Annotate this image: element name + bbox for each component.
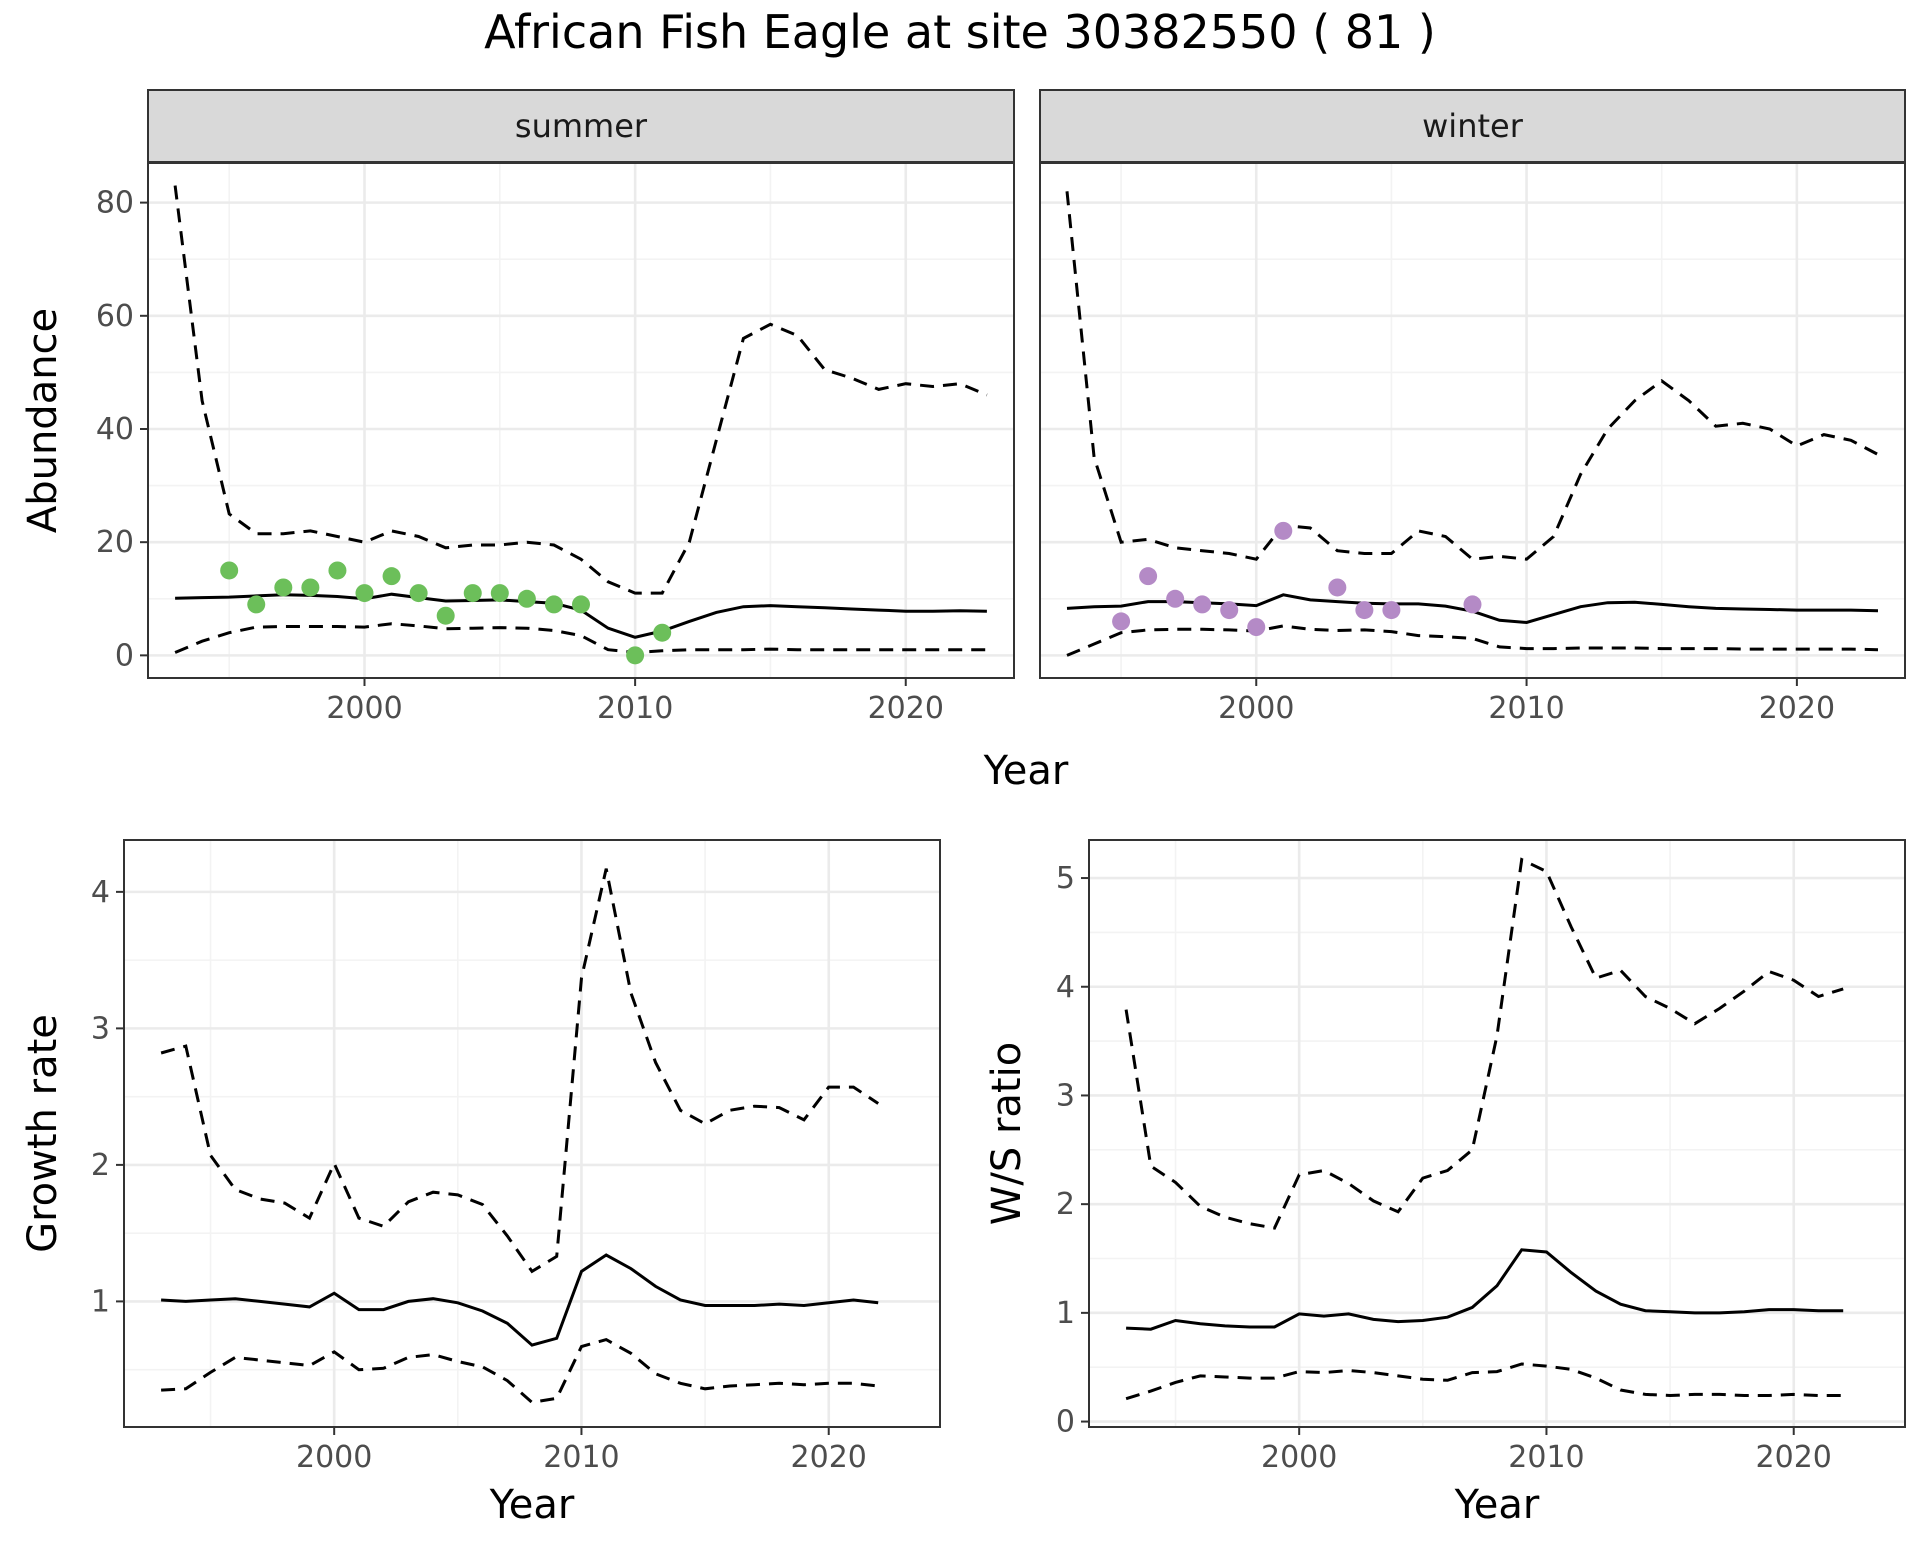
x-tick-label: 2010 <box>543 1440 619 1475</box>
series-upper-ci-line <box>173 185 988 595</box>
panel-4: 2000 2010 2020 0 1 2 3 4 5 W/S ratio Year <box>984 839 1906 1528</box>
y-tick-label: 3 <box>1056 1078 1075 1113</box>
y-tick-label: 0 <box>1056 1405 1075 1440</box>
panel-border <box>123 839 941 1428</box>
facet-strip <box>147 89 1015 163</box>
x-axis-title: Year <box>489 1482 575 1528</box>
x-tick-label: 2000 <box>296 1440 372 1475</box>
data-point <box>626 646 645 665</box>
observed-points <box>220 561 672 665</box>
data-point <box>1166 589 1185 608</box>
y-tick-label: 5 <box>1056 861 1075 896</box>
panel-border <box>1088 839 1906 1428</box>
panel-3: 2000 2010 2020 1 2 3 4 Growth rate Year <box>20 839 941 1528</box>
series-estimate-line <box>161 1253 879 1347</box>
grid <box>1040 163 1905 678</box>
data-point <box>274 578 293 597</box>
panel-2: winter 2000 2010 2020 <box>1039 89 1906 726</box>
x-tick-label: 2000 <box>1218 691 1294 726</box>
data-point <box>490 584 509 603</box>
x-axis-title: Year <box>1454 1482 1540 1528</box>
data-point <box>653 623 672 642</box>
data-point <box>572 595 590 614</box>
data-point <box>436 606 455 625</box>
data-point <box>247 595 266 614</box>
y-axis-title: W/S ratio <box>984 1042 1030 1225</box>
data-point <box>355 584 374 603</box>
x-tick-label: 2020 <box>1756 1440 1832 1475</box>
data-point <box>409 584 428 603</box>
facet-strip <box>1039 89 1906 163</box>
x-tick-label: 2000 <box>1261 1440 1337 1475</box>
y-tick-label: 4 <box>91 875 110 910</box>
facet-label: winter <box>1422 107 1524 145</box>
y-axis-title: Abundance <box>20 308 66 533</box>
observed-points <box>1112 521 1482 637</box>
data-point <box>1463 595 1482 614</box>
series-estimate-line <box>1126 1248 1844 1331</box>
x-tick-label: 2010 <box>1508 1440 1584 1475</box>
y-tick-label: 40 <box>96 412 134 447</box>
data-point <box>328 561 347 580</box>
x-tick-label: 2010 <box>1488 691 1564 726</box>
y-axis-title: Growth rate <box>20 1014 66 1253</box>
data-point <box>1220 601 1239 620</box>
y-tick-label: 80 <box>96 186 134 221</box>
x-tick-label: 2010 <box>597 691 673 726</box>
series-upper-ci-line <box>1065 191 1879 561</box>
y-tick-label: 0 <box>115 638 134 673</box>
y-tick-label: 3 <box>91 1011 110 1046</box>
facet-label: summer <box>515 107 648 145</box>
data-point <box>517 589 536 608</box>
y-tick-label: 2 <box>1056 1187 1075 1222</box>
data-point <box>220 561 239 580</box>
data-point <box>463 584 482 603</box>
data-point <box>301 578 320 597</box>
y-tick-label: 2 <box>91 1148 110 1183</box>
y-tick-label: 1 <box>1056 1296 1075 1331</box>
grid <box>124 840 940 1427</box>
data-point <box>1355 601 1374 620</box>
data-point <box>1328 578 1347 597</box>
data-point <box>1139 567 1158 586</box>
y-tick-label: 60 <box>96 299 134 334</box>
y-tick-label: 4 <box>1056 970 1075 1005</box>
grid <box>148 163 1014 678</box>
data-point <box>1247 618 1266 637</box>
chart-title: African Fish Eagle at site 30382550 ( 81… <box>484 5 1436 59</box>
data-point <box>1112 612 1131 631</box>
grid <box>1089 840 1905 1427</box>
series-upper-ci-line <box>160 868 880 1274</box>
x-tick-label: 2020 <box>1759 691 1835 726</box>
series-lower-ci-line <box>174 622 987 655</box>
panel-1: summer 2000 2010 2020 0 20 40 60 80 Abundance <box>20 89 1015 726</box>
data-point <box>1274 521 1293 540</box>
y-tick-label: 1 <box>91 1284 110 1319</box>
x-tick-label: 2020 <box>868 691 944 726</box>
series-lower-ci-line <box>1066 624 1879 657</box>
series-lower-ci-line <box>161 1337 879 1404</box>
series-lower-ci-line <box>1125 1362 1844 1401</box>
x-axis-title-top-row: Year <box>983 748 1069 794</box>
data-point <box>382 567 401 586</box>
data-point <box>1193 595 1212 614</box>
data-point <box>544 595 563 614</box>
x-tick-label: 2000 <box>326 691 402 726</box>
series-upper-ci-line <box>1124 857 1844 1230</box>
data-point <box>1382 601 1401 620</box>
x-tick-label: 2020 <box>791 1440 867 1475</box>
y-tick-label: 20 <box>96 525 134 560</box>
